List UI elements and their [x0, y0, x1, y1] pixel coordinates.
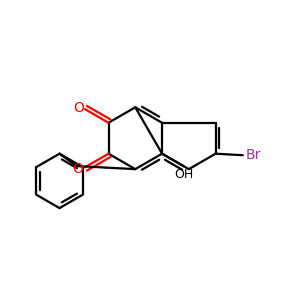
Text: O: O [73, 101, 84, 115]
Text: Br: Br [245, 148, 260, 162]
Text: OH: OH [174, 168, 194, 181]
Text: O: O [72, 162, 83, 176]
